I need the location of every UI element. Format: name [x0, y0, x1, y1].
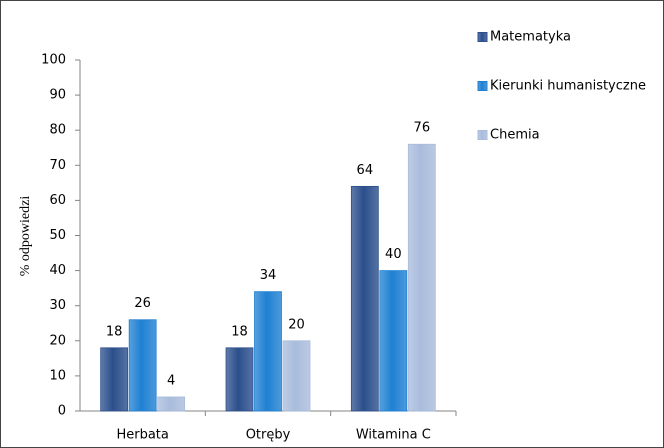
legend-label: Matematyka: [490, 30, 571, 45]
data-label: 40: [385, 247, 402, 262]
data-label: 18: [231, 324, 248, 339]
y-tick-label: 80: [49, 123, 66, 138]
y-tick-label: 40: [49, 263, 66, 278]
y-tick-label: 20: [49, 333, 66, 348]
data-label: 4: [167, 373, 175, 388]
bar: [128, 319, 157, 412]
x-tick-label: Witamina C: [356, 428, 431, 443]
data-label: 64: [357, 163, 374, 178]
x-tick-label: Otręby: [246, 428, 291, 443]
bar: [100, 347, 129, 412]
bar: [282, 340, 311, 412]
y-tick-label: 0: [58, 404, 66, 419]
legend-label: Kierunki humanistyczne: [490, 79, 646, 94]
legend-swatch: [477, 32, 488, 42]
data-label: 26: [134, 296, 151, 311]
data-label: 76: [414, 121, 431, 136]
y-tick-label: 50: [49, 228, 66, 243]
data-label: 34: [260, 268, 277, 283]
y-tick-label: 100: [41, 53, 66, 68]
data-label: 20: [288, 317, 305, 332]
bar: [350, 185, 379, 412]
y-tick-label: 60: [49, 193, 66, 208]
x-tick-label: Herbata: [116, 428, 168, 443]
legend-swatch: [477, 130, 488, 140]
y-tick-label: 10: [49, 368, 66, 383]
data-label: 18: [106, 324, 123, 339]
legend-swatch: [477, 81, 488, 91]
y-tick-label: 90: [49, 88, 66, 103]
legend-label: Chemia: [490, 128, 540, 143]
bar: [225, 347, 254, 412]
bar: [254, 291, 282, 412]
y-axis-label: % odpowiedzi: [18, 196, 33, 277]
bar: [157, 396, 186, 412]
y-tick-label: 30: [49, 298, 66, 313]
bar: [407, 143, 436, 412]
y-tick-label: 70: [49, 158, 66, 173]
bar: [379, 270, 408, 412]
